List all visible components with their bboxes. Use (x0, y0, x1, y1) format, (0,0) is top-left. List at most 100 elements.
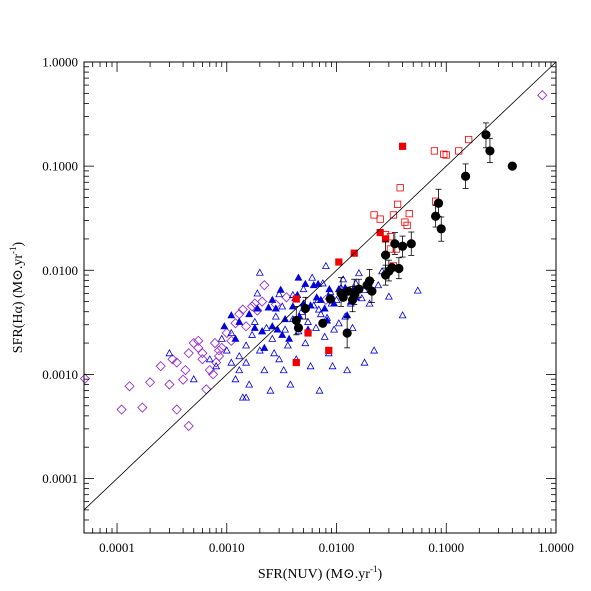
x-axis-label-close: ) (377, 567, 382, 582)
point-filled-triangle (231, 334, 240, 342)
point-open-square (440, 150, 448, 158)
point-open-triangle (318, 279, 327, 287)
point-filled-circle (460, 171, 471, 181)
point-open-triangle (357, 294, 366, 302)
point-open-diamond (209, 337, 221, 349)
point-filled-triangle (235, 317, 244, 325)
point-open-diamond (237, 304, 248, 315)
point-open-triangle (308, 273, 317, 281)
point-filled-circle (485, 146, 495, 156)
point-open-triangle (189, 375, 198, 383)
point-open-diamond (246, 301, 258, 312)
point-filled-triangle (271, 304, 280, 312)
point-open-triangle (330, 325, 339, 333)
point-filled-triangle (268, 295, 277, 303)
point-open-triangle (270, 349, 279, 357)
point-open-triangle (212, 362, 221, 370)
point-open-diamond (207, 369, 219, 380)
point-open-triangle (255, 268, 264, 276)
point-open-square (430, 147, 439, 155)
point-filled-square (325, 346, 333, 355)
point-open-triangle (413, 286, 422, 294)
point-filled-circle (390, 239, 400, 249)
point-open-triangle (321, 261, 330, 270)
point-open-triangle (227, 358, 236, 366)
point-filled-square (335, 258, 343, 266)
point-open-triangle (268, 334, 277, 342)
point-open-diamond (213, 350, 225, 362)
point-open-square (386, 233, 395, 241)
y-axis-label-exponent: -1 (8, 246, 18, 254)
x-tick-label: 0.0001 (99, 540, 135, 555)
point-filled-triangle (258, 327, 267, 335)
point-filled-triangle (314, 279, 323, 287)
point-open-diamond (137, 402, 148, 413)
point-open-diamond (144, 377, 156, 388)
series-open-diamond (79, 90, 548, 432)
point-open-triangle (286, 380, 295, 388)
point-filled-circle (325, 294, 336, 304)
point-open-triangle (260, 365, 269, 374)
point-open-diamond (171, 404, 182, 415)
point-open-triangle (242, 393, 251, 401)
point-open-triangle (271, 312, 280, 320)
point-filled-circle (431, 211, 441, 221)
point-open-diamond (193, 335, 204, 346)
point-open-triangle (328, 362, 337, 370)
point-open-triangle (301, 338, 310, 347)
y-axis-label: SFR(Hα) (M⊙.yr-1) (8, 241, 26, 353)
point-filled-square (292, 358, 300, 367)
point-open-diamond (180, 364, 191, 376)
point-open-triangle (242, 341, 251, 349)
point-filled-circle (394, 263, 404, 274)
point-open-diamond (221, 327, 232, 339)
point-open-square (405, 210, 413, 218)
point-open-triangle (314, 305, 323, 313)
point-open-triangle (278, 302, 287, 310)
point-open-triangle (354, 268, 363, 277)
point-open-triangle (398, 311, 407, 319)
point-filled-circle (367, 286, 377, 296)
point-open-square (465, 135, 473, 144)
point-filled-square (398, 142, 407, 150)
point-open-square (442, 151, 450, 159)
point-open-triangle (262, 323, 271, 331)
point-open-diamond (155, 361, 166, 372)
point-open-triangle (205, 355, 214, 363)
x-tick-label: 0.0100 (319, 540, 355, 555)
point-open-triangle (165, 349, 174, 357)
point-filled-triangle (260, 343, 269, 351)
x-axis-label-sun-symbol: ⊙ (343, 567, 355, 582)
point-open-triangle (365, 299, 374, 307)
point-open-triangle (343, 365, 352, 374)
point-open-diamond (171, 357, 182, 368)
point-filled-triangle (320, 304, 329, 312)
series-filled-circle (291, 122, 517, 349)
point-filled-square (304, 329, 312, 337)
point-filled-circle (433, 198, 444, 208)
point-filled-triangle (330, 299, 339, 307)
point-open-square (455, 147, 463, 155)
point-filled-triangle (278, 330, 287, 338)
point-open-triangle (306, 362, 315, 370)
point-filled-square (292, 295, 300, 303)
point-open-diamond (183, 420, 194, 432)
x-tick-label: 1.0000 (538, 540, 574, 555)
point-open-triangle (235, 351, 244, 360)
y-axis-label-close: ) (11, 241, 26, 246)
point-open-triangle (242, 358, 251, 366)
point-filled-triangle (220, 322, 229, 330)
point-open-diamond (197, 348, 208, 359)
point-open-diamond (197, 354, 208, 365)
point-filled-triangle (276, 285, 285, 293)
point-open-diamond (79, 373, 91, 384)
point-open-diamond (164, 379, 175, 390)
point-open-triangle (339, 275, 348, 283)
point-open-triangle (304, 317, 313, 325)
point-filled-circle (364, 276, 375, 286)
point-open-diamond (201, 384, 212, 395)
point-open-triangle (253, 289, 262, 297)
point-open-triangle (316, 309, 325, 318)
point-open-triangle (235, 365, 244, 374)
point-open-diamond (259, 279, 270, 291)
